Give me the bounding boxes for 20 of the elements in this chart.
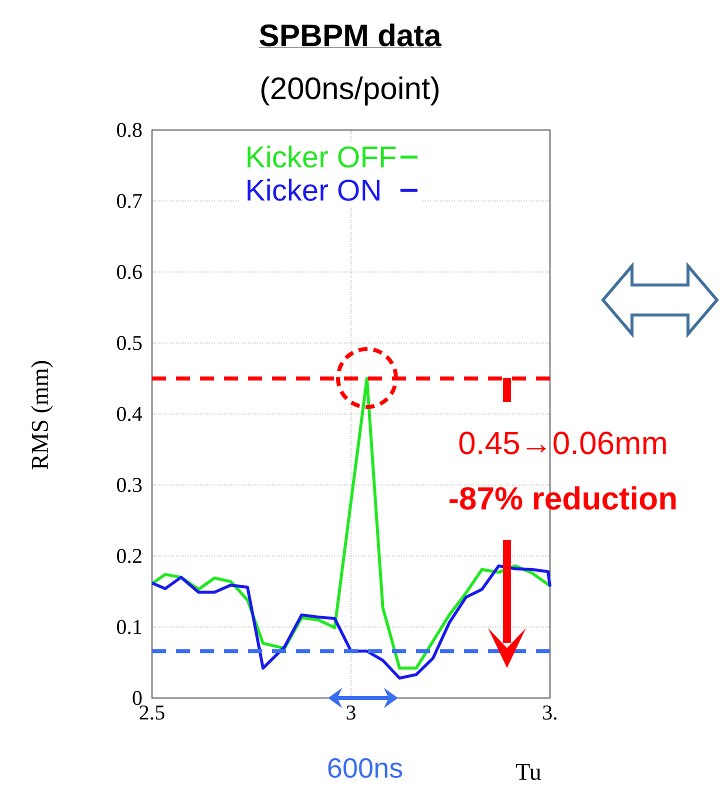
- y-axis-title: RMS (mm): [31, 361, 53, 470]
- y-tick-label: 0.1: [117, 620, 142, 634]
- legend-label: Kicker ON: [248, 178, 380, 201]
- y-tick-label: 0.5: [117, 336, 142, 350]
- legend-label: Kicker OFF: [248, 146, 396, 168]
- text: 600ns: [328, 758, 402, 778]
- x-tick-label: 2.5: [140, 706, 164, 720]
- x-tick-label: 3.: [543, 706, 556, 720]
- line-series: [150, 564, 552, 680]
- y-tick-label: 0.3: [117, 478, 142, 492]
- x-tick-label: 3: [346, 706, 356, 720]
- y-tick-label: 0.7: [117, 194, 142, 208]
- y-tick-label: 0.4: [117, 406, 142, 422]
- chart-subtitle: (200ns/point): [261, 76, 439, 106]
- y-tick-label: 0.6: [117, 264, 142, 280]
- x-axis-title: Tu: [516, 764, 541, 780]
- y-tick-label: 0: [132, 690, 142, 706]
- chart-title: SPBPM data: [260, 24, 442, 46]
- y-tick-label: 0.2: [117, 548, 142, 564]
- y-tick-label: 0.8: [117, 122, 142, 138]
